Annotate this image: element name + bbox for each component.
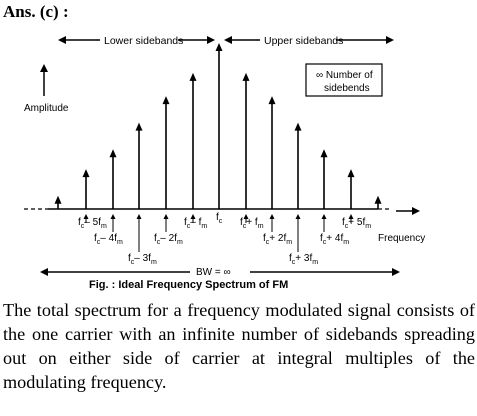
lower-sidebands-label: Lower sidebands [104, 35, 183, 47]
spectral-line-arrowhead [374, 195, 382, 204]
amplitude-label: Amplitude [24, 103, 69, 114]
explanation-paragraph: The total spectrum for a frequency modul… [3, 300, 475, 392]
frequency-label-pointer-head [83, 214, 89, 219]
legend-box [305, 63, 383, 97]
frequency-label-pointer-head [295, 214, 301, 219]
spectral-lines [54, 43, 382, 209]
frequency-label-item: fc+ 5fm [342, 217, 371, 230]
answer-label: Ans. (c) : [3, 2, 69, 21]
fm-spectrum-figure: Lower sidebands Upper sidebands ∞ Number… [24, 35, 425, 291]
spectral-line-arrowhead [54, 195, 62, 204]
frequency-label-item: fc+ 2fm [263, 233, 292, 246]
frequency-label-item: fc+ 4fm [320, 233, 349, 246]
spectral-line-arrowhead [242, 72, 250, 81]
frequency-label-item: fc– 2fm [154, 233, 183, 246]
frequency-label-pointer-head [348, 214, 354, 219]
legend-line-1: ∞ Number of [316, 70, 373, 81]
frequency-label-item: fc– 5fm [78, 217, 107, 230]
frequency-label-pointer-head [243, 214, 249, 219]
frequency-label-pointer-head [321, 214, 327, 219]
spectral-line-arrowhead [189, 72, 197, 81]
spectral-line-arrowhead [268, 96, 276, 105]
frequency-label-item: fc+ 3fm [289, 253, 318, 266]
frequency-label-pointer-head [136, 214, 142, 219]
frequency-label-pointer-head [110, 214, 116, 219]
frequency-label: Frequency [378, 233, 425, 244]
frequency-label-pointer-head [190, 214, 196, 219]
spectral-line-arrowhead [215, 43, 223, 51]
frequency-label-item: fc+ fm [240, 217, 264, 230]
spectral-line-arrowhead [162, 96, 170, 105]
carrier-label: fc [216, 212, 223, 225]
frequency-label-pointer-head [269, 214, 275, 219]
frequency-label-item: fc– fm [184, 217, 207, 230]
frequency-label-pointer-head [163, 214, 169, 219]
bw-label: BW = ∞ [196, 267, 231, 278]
spectral-line-arrowhead [294, 122, 302, 131]
frequency-label-item: fc– 4fm [94, 233, 123, 246]
spectral-line-arrowhead [135, 122, 143, 131]
spectral-line-arrowhead [82, 169, 90, 178]
figure-caption: Fig. : Ideal Frequency Spectrum of FM [89, 279, 288, 291]
spectral-line-arrowhead [320, 149, 328, 158]
legend-line-2: sidebends [324, 83, 370, 94]
upper-sidebands-label: Upper sidebands [264, 35, 343, 47]
spectral-line-arrowhead [347, 169, 355, 178]
spectral-line-arrowhead [109, 149, 117, 158]
frequency-label-item: fc– 3fm [128, 253, 157, 266]
